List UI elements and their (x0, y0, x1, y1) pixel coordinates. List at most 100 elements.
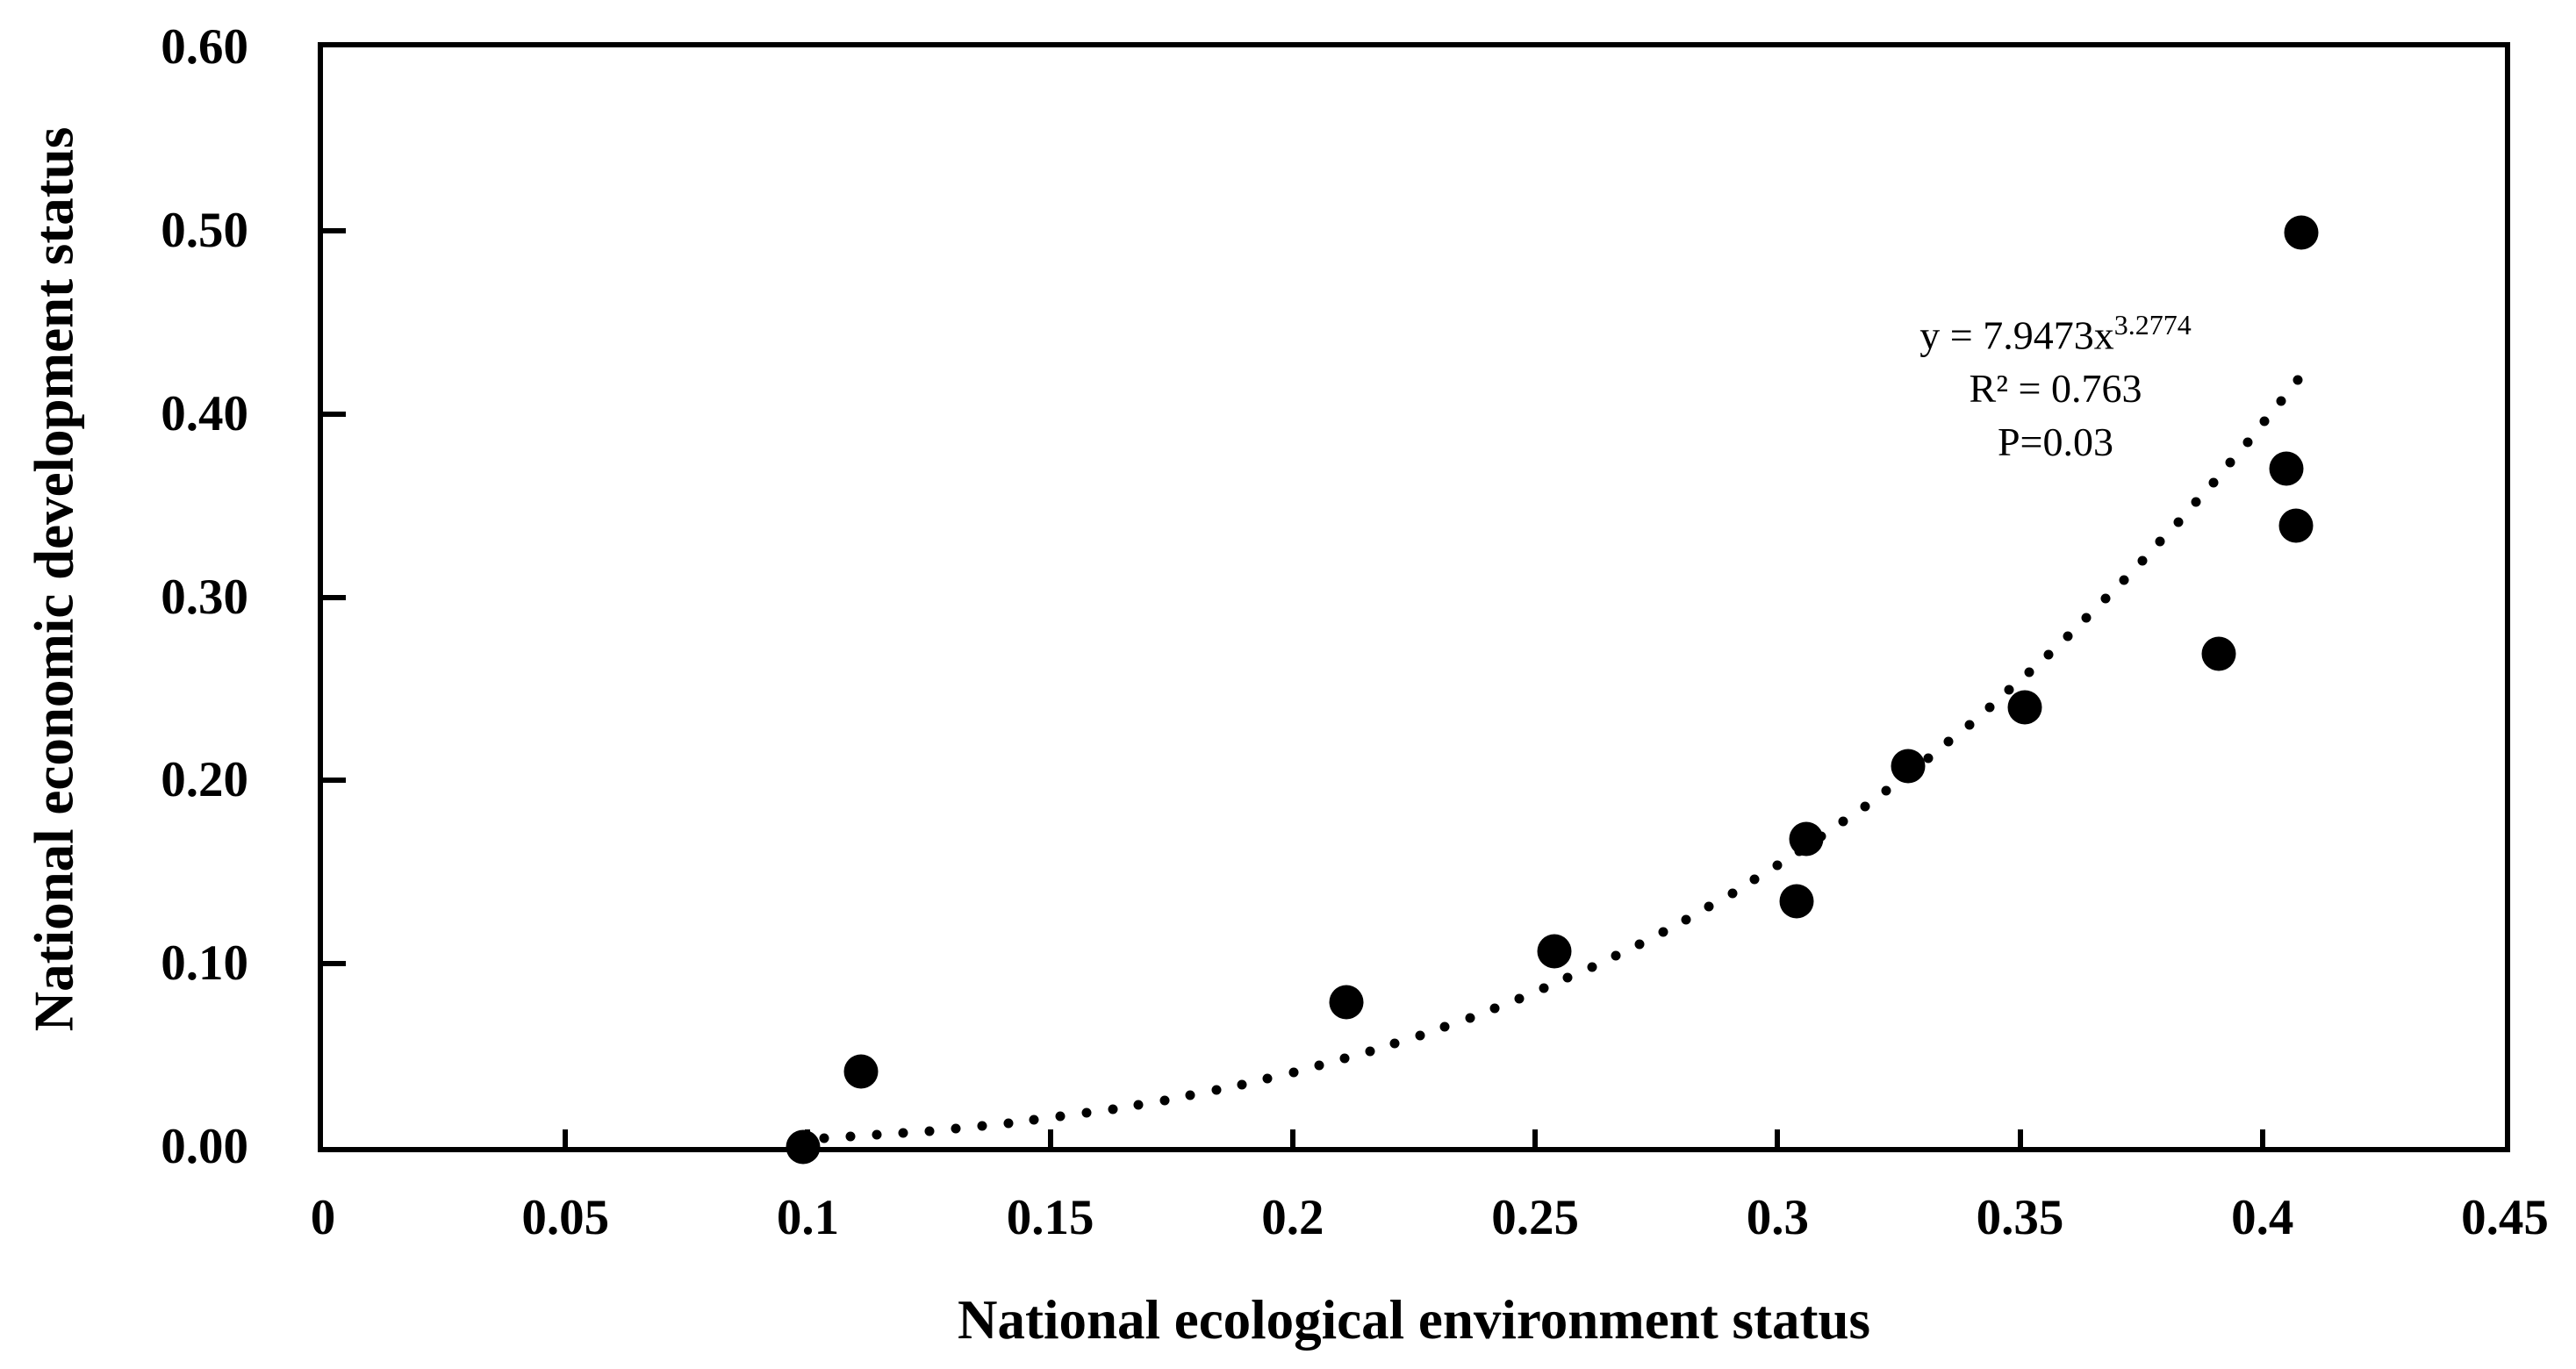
trendline-dot (2137, 555, 2148, 566)
x-axis-title: National ecological environment status (957, 1289, 1871, 1351)
data-point (1789, 821, 1824, 857)
trendline-dot (2081, 613, 2092, 623)
plot-area: y = 7.9473x3.2774 R² = 0.763 P=0.03 0.00… (161, 19, 2549, 1245)
trendline-dot (1964, 720, 1975, 730)
y-axis-tick (323, 961, 346, 967)
y-tick-label: 0.00 (161, 1119, 248, 1174)
x-tick-label: 0.45 (2461, 1190, 2549, 1245)
y-axis-tick (323, 227, 346, 233)
y-tick-label: 0.10 (161, 935, 248, 992)
trendline-dot (1339, 1053, 1350, 1064)
trendline-dot (1365, 1046, 1375, 1057)
trendline-dot (1029, 1115, 1039, 1125)
trendline-dot (1611, 950, 1621, 961)
data-point (2007, 690, 2042, 725)
x-tick-label: 0.2 (1261, 1190, 1324, 1245)
data-point (843, 1054, 879, 1089)
trendline-dot (1489, 1003, 1500, 1014)
trendline-dot (1003, 1118, 1014, 1129)
x-axis-tick (1289, 1129, 1295, 1147)
trendline-dot (2259, 416, 2270, 426)
trendline-dot (1081, 1107, 1092, 1118)
trendline-dot (2208, 477, 2219, 488)
x-tick-label: 0 (310, 1190, 336, 1245)
trendline-r-squared: R² = 0.763 (1969, 366, 2142, 412)
trendline-dot (1211, 1085, 1222, 1095)
x-tick-label: 0.3 (1746, 1190, 1809, 1245)
trendline-dot (1984, 702, 1994, 713)
x-tick-label: 0.05 (521, 1190, 610, 1245)
trendline-dot (1923, 753, 1934, 763)
trendline-dot (1237, 1079, 1247, 1090)
trendline-dot (1658, 927, 1668, 937)
trendline-dot (977, 1121, 987, 1131)
y-tick-label: 0.40 (161, 385, 248, 441)
trendline-dot (1704, 901, 1714, 912)
trendline-dot (2155, 536, 2165, 547)
data-point (2278, 508, 2314, 543)
trendline-dot (2191, 497, 2201, 507)
y-tick-label: 0.20 (161, 752, 248, 808)
x-axis-tick (563, 1129, 569, 1147)
trendline-dot (1749, 874, 1760, 885)
trendline-annotation: y = 7.9473x3.2774 R² = 0.763 P=0.03 (1919, 298, 2191, 469)
trendline-dot (2100, 593, 2111, 604)
trendline-dot (1681, 914, 1691, 925)
x-axis-tick (2017, 1129, 2023, 1147)
trendline-dot (2293, 375, 2303, 385)
data-point (1537, 934, 1572, 969)
trendline-dot (1185, 1090, 1195, 1100)
x-tick-label: 0.4 (2231, 1190, 2294, 1245)
x-tick-label: 0.15 (1006, 1190, 1094, 1245)
trendline-dot (1133, 1100, 1144, 1110)
data-point (1329, 985, 1364, 1020)
trendline-dot (2004, 684, 2014, 695)
trendline-dot (1727, 888, 1738, 899)
trendline-dot (1562, 972, 1573, 983)
x-axis-tick (2259, 1129, 2265, 1147)
data-point (2269, 451, 2304, 486)
trendline-dot (1314, 1060, 1324, 1071)
trendline-dot (1860, 801, 1870, 812)
trendline-dot (872, 1129, 882, 1140)
trendline-equation-exponent: 3.2774 (2113, 309, 2192, 340)
trendline-dot (1881, 785, 1891, 796)
trendline-dot (1514, 993, 1525, 1004)
data-point (1779, 884, 1814, 919)
y-axis-tick (323, 778, 346, 784)
trendline-dot (1288, 1067, 1299, 1078)
x-tick-label: 0.1 (776, 1190, 840, 1245)
trendline-dot (951, 1123, 961, 1134)
x-axis-tick (1532, 1129, 1539, 1147)
trendline-dot (819, 1133, 829, 1143)
data-point (786, 1129, 821, 1165)
data-point (2201, 636, 2236, 671)
trendline-equation: y = 7.9473x3.2774 (1919, 309, 2192, 358)
trendline-dot (1943, 736, 1954, 747)
trendline-dot (1108, 1104, 1118, 1115)
trendline-dot (924, 1126, 935, 1136)
trendline-dot (898, 1128, 908, 1138)
x-axis-tick (1775, 1129, 1781, 1147)
trendline-dot (1389, 1038, 1400, 1049)
trendline-dot (2173, 517, 2184, 527)
trendline-dot (1055, 1111, 1066, 1122)
trendline-dot (1539, 983, 1549, 993)
y-axis-tick (323, 594, 346, 600)
trendline-dot (1465, 1013, 1475, 1023)
trendline-dot (845, 1131, 856, 1142)
trendline-dot (1159, 1095, 1170, 1106)
y-tick-label: 0.30 (161, 569, 248, 625)
trendline-dot (1262, 1073, 1273, 1084)
data-point (2284, 215, 2319, 250)
trendline-dot (1587, 962, 1597, 972)
trendline-dot (2225, 457, 2235, 468)
trendline-dot (2063, 631, 2073, 641)
x-tick-label: 0.25 (1491, 1190, 1579, 1245)
trendline-dot (2024, 667, 2034, 677)
y-tick-label: 0.60 (161, 19, 248, 75)
trendline-dot (1415, 1030, 1425, 1041)
x-axis-tick (1047, 1129, 1053, 1147)
y-axis-tick (323, 411, 346, 417)
